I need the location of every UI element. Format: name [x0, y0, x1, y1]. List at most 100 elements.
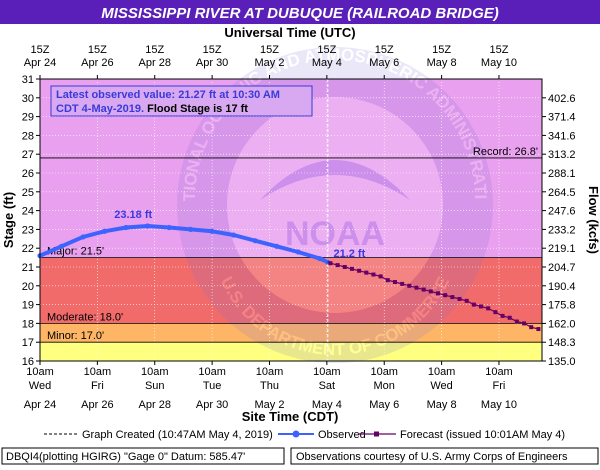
- minor-threshold-label: Minor: 17.0': [47, 330, 104, 342]
- title-bar: [0, 0, 600, 24]
- observed-peak-label: 23.18 ft: [114, 209, 152, 221]
- site-time-tick-day: Fri: [493, 380, 506, 392]
- utc-tick-hour: 15Z: [31, 44, 50, 56]
- stage-tick-label: 19: [22, 300, 34, 312]
- flow-tick-label: 204.7: [548, 262, 576, 274]
- forecast-series-markers: [328, 261, 541, 332]
- utc-tick-hour: 15Z: [489, 44, 508, 56]
- site-time-tick-hour: 10am: [313, 366, 341, 378]
- forecast-point: [328, 261, 333, 266]
- observed-point: [252, 238, 258, 244]
- flow-tick-label: 402.6: [548, 93, 576, 105]
- site-time-tick-date: May 10: [481, 399, 517, 411]
- site-time-tick-date: Apr 30: [196, 399, 228, 411]
- flow-tick-label: 288.1: [548, 168, 576, 180]
- site-time-tick-day: Wed: [29, 380, 51, 392]
- flow-axis-title: Flow (kcfs): [586, 186, 600, 254]
- stage-tick-label: 16: [22, 356, 34, 368]
- forecast-point: [378, 274, 383, 279]
- forecast-point: [507, 315, 512, 320]
- legend-observed-marker: [292, 430, 300, 438]
- site-time-tick-hour: 10am: [84, 366, 112, 378]
- site-time-tick-date: Apr 28: [139, 399, 171, 411]
- observed-point: [274, 243, 280, 249]
- utc-tick-hour: 15Z: [145, 44, 164, 56]
- utc-tick-date: May 2: [255, 57, 285, 69]
- footer-datum-text: DBQI4(plotting HGIRG) "Gage 0" Datum: 58…: [6, 451, 245, 463]
- observed-point: [123, 224, 129, 231]
- plot-border: [39, 78, 543, 362]
- flood-stage-note: Flood Stage is 17 ft: [144, 103, 248, 115]
- footer-credit-text: Observations courtesy of U.S. Army Corps…: [296, 451, 568, 463]
- forecast-point: [486, 306, 491, 311]
- forecast-point: [428, 289, 433, 294]
- site-time-tick-date: May 4: [312, 399, 342, 411]
- observed-point: [209, 228, 215, 234]
- forecast-point: [536, 327, 541, 332]
- observed-point: [144, 223, 151, 229]
- forecast-point: [443, 293, 448, 298]
- utc-tick-date: Apr 24: [24, 57, 56, 69]
- flood-thresholds: Minor: 17.0'Moderate: 18.0'Major: 21.5'R…: [40, 146, 542, 343]
- moderate-threshold-label: Moderate: 18.0': [47, 311, 123, 323]
- legend-observed-label: Observed: [318, 429, 366, 441]
- stage-tick-label: 26: [22, 168, 34, 180]
- site-time-tick-day: Fri: [91, 380, 104, 392]
- site-time-tick-hour: 10am: [428, 366, 456, 378]
- major-flood-band: [40, 257, 542, 324]
- utc-tick-date: May 10: [481, 57, 517, 69]
- utc-tick-hour: 15Z: [432, 44, 451, 56]
- site-time-tick-day: Thu: [260, 380, 279, 392]
- utc-tick-date: May 8: [427, 57, 457, 69]
- forecast-point: [349, 266, 354, 271]
- utc-tick-hour: 15Z: [317, 44, 336, 56]
- flow-tick-label: 264.5: [548, 187, 576, 199]
- forecast-point: [371, 272, 376, 277]
- site-time-tick-hour: 10am: [141, 366, 169, 378]
- flow-tick-label: 219.1: [548, 243, 576, 255]
- utc-tick-hour: 15Z: [375, 44, 394, 56]
- observed-point: [101, 228, 108, 234]
- legend-forecast-marker: [374, 431, 379, 437]
- bottom-axis-title: Site Time (CDT): [242, 409, 339, 424]
- stage-tick-label: 23: [22, 224, 34, 236]
- stage-tick-label: 17: [22, 337, 34, 349]
- forecast-point: [514, 319, 519, 324]
- forecast-point: [500, 313, 505, 318]
- legend-forecast-label: Forecast (issued 10:01AM May 4): [400, 429, 565, 441]
- observed-point: [80, 234, 86, 240]
- flow-tick-label: 341.6: [548, 130, 576, 142]
- site-time-tick-day: Sat: [319, 380, 336, 392]
- flow-tick-label: 233.2: [548, 224, 576, 236]
- forecast-point: [450, 295, 455, 300]
- forecast-point: [385, 278, 390, 283]
- site-time-axis-ticks: 10am Wed Apr 24 10am Fri Apr 26 10am Sun Apr 28 1…: [24, 361, 517, 411]
- site-time-tick-day: Tue: [203, 380, 222, 392]
- chart-title: MISSISSIPPI RIVER AT DUBUQUE (RAILROAD B…: [101, 5, 499, 22]
- flow-tick-label: 175.8: [548, 300, 576, 312]
- legend-created-label: Graph Created (10:47AM May 4, 2019): [82, 429, 273, 441]
- stage-tick-label: 20: [22, 281, 34, 293]
- site-time-tick-hour: 10am: [26, 366, 54, 378]
- observed-point: [231, 232, 237, 238]
- forecast-point: [407, 283, 412, 288]
- forecast-point: [471, 302, 476, 307]
- site-time-tick-day: Mon: [374, 380, 395, 392]
- flow-tick-label: 135.0: [548, 356, 576, 368]
- observed-point: [295, 249, 301, 255]
- site-time-tick-date: May 6: [369, 399, 399, 411]
- utc-tick-date: Apr 28: [139, 57, 171, 69]
- observed-point: [58, 243, 65, 249]
- site-time-tick-day: Sun: [145, 380, 165, 392]
- latest-observation-line1: Latest observed value: 21.27 ft at 10:30…: [56, 89, 280, 101]
- noaa-gull-icon: [260, 160, 410, 200]
- forecast-point: [421, 287, 426, 292]
- latest-value-label: 21.2 ft: [333, 248, 365, 260]
- forecast-point: [493, 310, 498, 315]
- forecast-point: [529, 325, 534, 330]
- site-time-tick-hour: 10am: [485, 366, 513, 378]
- observed-point: [166, 224, 172, 231]
- site-time-tick-date: Apr 24: [24, 399, 56, 411]
